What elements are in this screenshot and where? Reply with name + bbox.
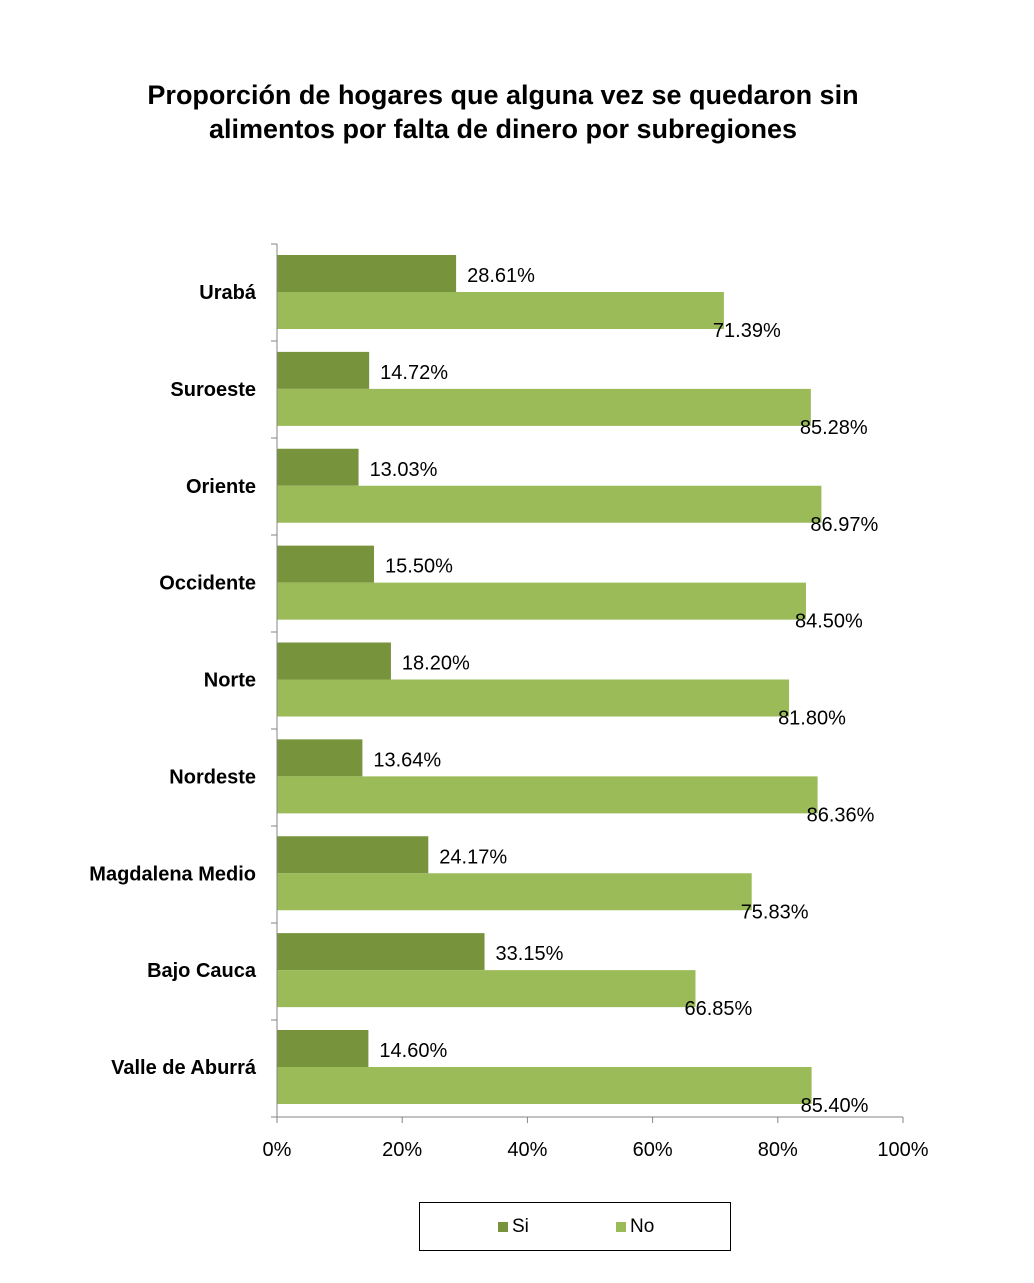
bar-no-3 (277, 582, 806, 620)
legend-item-no: No (616, 1216, 655, 1237)
data-label-si-8: 14.60% (379, 1040, 447, 1062)
data-label-si-4: 18.20% (402, 653, 470, 675)
data-label-no-1: 85.28% (800, 417, 868, 439)
data-label-si-1: 14.72% (380, 362, 448, 384)
category-label-7: Bajo Cauca (147, 960, 257, 982)
category-label-2: Oriente (186, 476, 256, 498)
data-label-no-7: 66.85% (684, 998, 752, 1020)
x-tick-label-5: 100% (877, 1139, 928, 1161)
bar-si-3 (277, 545, 375, 583)
legend-swatch-si (498, 1222, 508, 1232)
bar-si-4 (277, 642, 391, 680)
bar-no-8 (277, 1067, 812, 1104)
category-label-3: Occidente (159, 573, 256, 595)
category-label-6: Magdalena Medio (89, 863, 256, 885)
legend-item-si: Si (498, 1216, 529, 1237)
category-label-8: Valle de Aburrá (111, 1057, 257, 1079)
legend-label-no: No (630, 1216, 655, 1237)
data-label-si-7: 33.15% (496, 943, 564, 965)
data-label-si-5: 13.64% (373, 749, 441, 771)
chart-title: Proporción de hogares que alguna vez se … (0, 78, 1006, 146)
data-label-no-4: 81.80% (778, 708, 846, 730)
legend: Si No (419, 1202, 731, 1251)
category-label-0: Urabá (199, 282, 257, 304)
bar-no-1 (277, 388, 811, 426)
category-label-4: Norte (204, 670, 256, 692)
x-tick-label-0: 0% (263, 1139, 292, 1161)
data-label-si-6: 24.17% (439, 846, 507, 868)
chart-title-line-2: alimentos por falta de dinero por subreg… (208, 114, 798, 144)
category-label-1: Suroeste (170, 379, 256, 401)
bar-no-4 (277, 679, 790, 717)
x-tick-label-3: 60% (633, 1139, 673, 1161)
bar-si-7 (277, 933, 485, 971)
bar-chart: 0% 20% 40% 60% 80% 100% Urabá Suroeste Oriente Oc… (89, 243, 929, 1161)
data-label-no-3: 84.50% (795, 611, 863, 633)
bar-si-6 (277, 836, 429, 874)
data-label-no-6: 75.83% (741, 901, 809, 923)
x-tick-label-2: 40% (507, 1139, 547, 1161)
bar-no-6 (277, 873, 752, 911)
x-tick-label-1: 20% (382, 1139, 422, 1161)
x-tick-label-4: 80% (758, 1139, 798, 1161)
bar-si-1 (277, 351, 370, 389)
legend-label-si: Si (512, 1216, 529, 1237)
legend-swatch-no (616, 1222, 626, 1232)
data-label-no-5: 86.36% (807, 804, 875, 826)
data-label-no-8: 85.40% (801, 1095, 869, 1117)
bar-si-2 (277, 448, 359, 486)
data-label-si-0: 28.61% (467, 265, 535, 287)
bar-si-0 (277, 255, 457, 292)
bar-no-2 (277, 485, 822, 523)
data-label-no-0: 71.39% (713, 320, 781, 342)
bar-no-5 (277, 776, 818, 814)
bar-si-8 (277, 1030, 369, 1067)
data-label-si-2: 13.03% (370, 459, 438, 481)
category-label-5: Nordeste (169, 766, 256, 788)
data-label-si-3: 15.50% (385, 556, 453, 578)
bar-no-0 (277, 292, 724, 329)
chart-title-line-1: Proporción de hogares que alguna vez se … (147, 80, 859, 110)
bar-si-5 (277, 739, 363, 777)
data-label-no-2: 86.97% (810, 514, 878, 536)
bar-no-7 (277, 970, 696, 1008)
